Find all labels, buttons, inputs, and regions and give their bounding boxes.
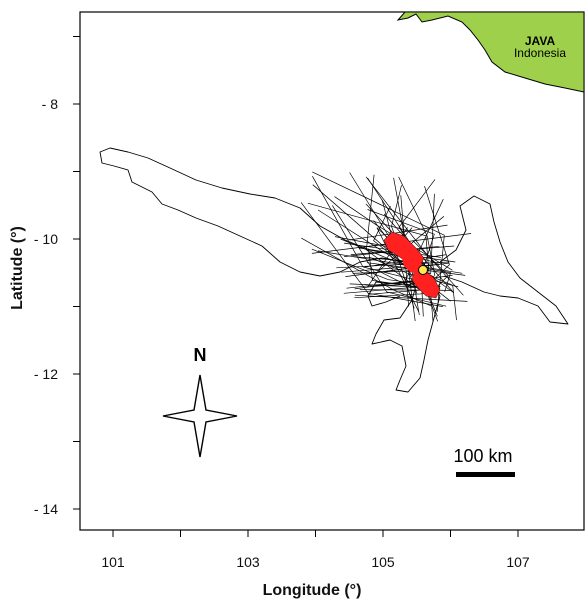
java-coastline (396, 11, 585, 93)
track-segment (349, 224, 448, 241)
y-axis-title: Latitude (°) (9, 226, 26, 310)
x-axis-title: Longitude (°) (263, 582, 362, 599)
y-tick-label: - 8 (42, 96, 59, 112)
track-segment (354, 294, 468, 302)
track-segment (412, 240, 449, 289)
track-segment (317, 250, 452, 293)
track-east-excursion (439, 195, 569, 325)
indonesia-label: Indonesia (514, 46, 566, 60)
y-axis: - 8 - 10 - 12 - 14 (34, 36, 80, 517)
x-tick-label: 103 (236, 554, 260, 570)
x-tick-label: 105 (371, 554, 395, 570)
map-frame (79, 11, 585, 531)
scale-bar: 100 km (453, 446, 515, 477)
x-axis: 101 103 105 107 (101, 530, 530, 570)
y-tick-label: - 10 (34, 231, 58, 247)
north-label: N (194, 345, 207, 365)
y-tick-label: - 12 (34, 366, 58, 382)
x-tick-label: 107 (506, 554, 530, 570)
compass-star-icon (162, 374, 238, 458)
y-tick-label: - 14 (34, 501, 58, 517)
track-segment (354, 275, 453, 290)
core-area-south (411, 269, 441, 299)
track-west-excursion (99, 147, 419, 277)
track-segment (367, 292, 443, 307)
x-tick-label: 101 (101, 554, 125, 570)
scale-bar-label: 100 km (453, 446, 512, 466)
track-segment (391, 185, 418, 294)
track-south-loop (371, 277, 441, 393)
track-segment (336, 261, 450, 269)
track-segment (332, 205, 447, 307)
java-label: JAVA (525, 34, 556, 48)
scale-bar-line (456, 472, 515, 477)
track-segment (377, 216, 445, 286)
track-segment (312, 171, 445, 312)
track-segment (356, 262, 450, 276)
tagging-site-marker (418, 265, 428, 275)
track-segment (367, 209, 435, 277)
track-segment (312, 176, 417, 281)
track-segment (366, 174, 423, 292)
track-segment (359, 233, 472, 248)
java-landmass: JAVA Indonesia (396, 11, 585, 93)
compass-rose: N (162, 345, 238, 458)
